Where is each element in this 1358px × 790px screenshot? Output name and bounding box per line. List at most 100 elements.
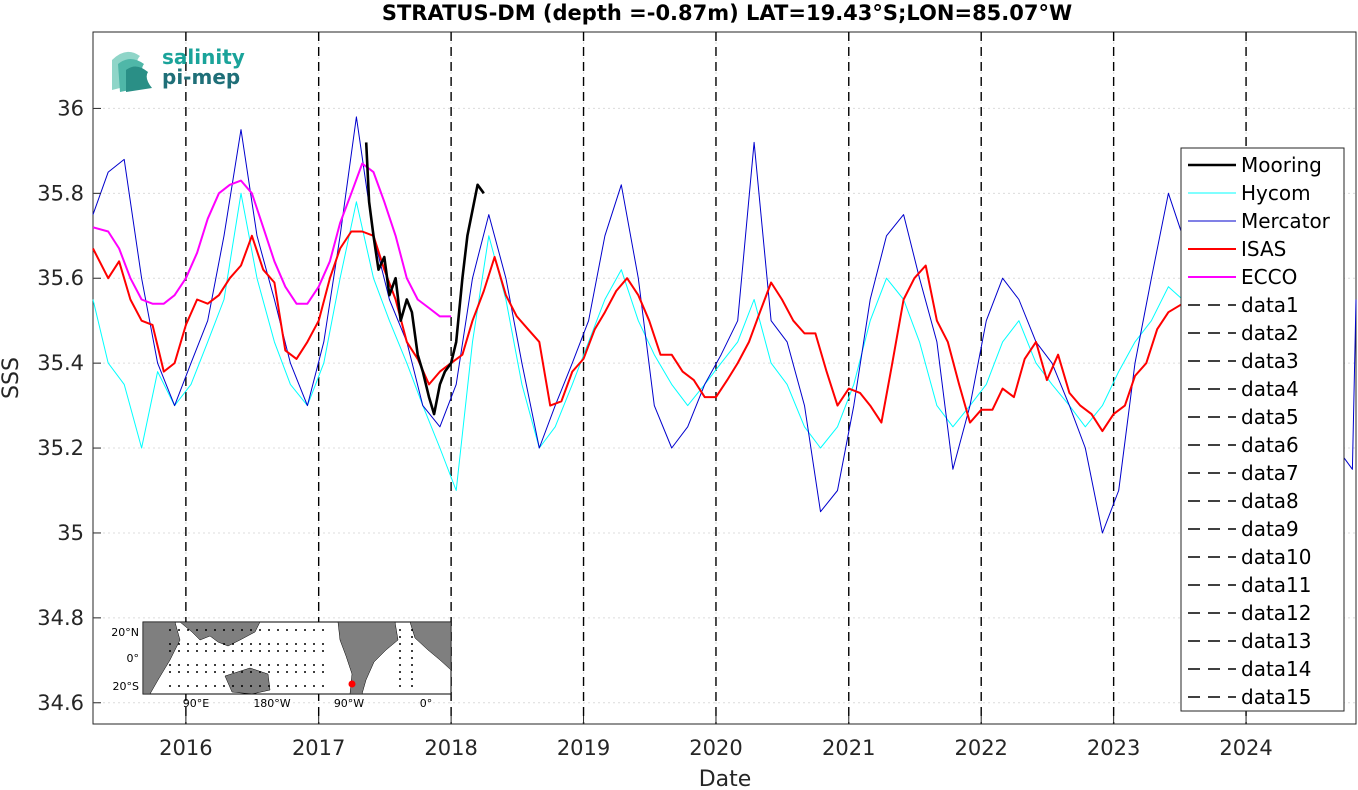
legend-label-isas: ISAS (1241, 237, 1286, 261)
inset-map-stations (169, 629, 413, 687)
inset-station-dot-19 (196, 643, 198, 645)
legend-entry-data5: data5 (1188, 405, 1299, 429)
inset-station-dot-110 (399, 636, 401, 638)
inset-station-dot-65 (259, 685, 261, 687)
legend-label-data12: data12 (1241, 601, 1312, 625)
inset-station-dot-64 (259, 671, 261, 673)
legend-entry-data15: data15 (1188, 685, 1312, 709)
x-tick-label-1: 2017 (292, 736, 345, 760)
inset-station-dot-71 (268, 685, 270, 687)
inset-station-dot-121 (411, 671, 413, 673)
inset-station-dot-24 (205, 629, 207, 631)
y-tick-label-7: 36 (57, 96, 84, 120)
inset-station-dot-95 (304, 685, 306, 687)
plot-frame (92, 31, 1357, 725)
series-line-ecco (92, 162, 452, 318)
inset-station-dot-96 (313, 629, 315, 631)
logo-mark (112, 51, 152, 92)
inset-station-dot-44 (232, 650, 234, 652)
y-tick-label-6: 35.8 (37, 181, 84, 205)
inset-station-dot-32 (214, 650, 216, 652)
inset-station-dot-26 (205, 650, 207, 652)
logo-text-salinity: salinity (162, 45, 245, 69)
inset-station-dot-93 (304, 664, 306, 666)
series-line-isas (92, 230, 1184, 433)
inset-station-dot-34 (214, 671, 216, 673)
inset-station-dot-41 (223, 685, 225, 687)
legend-label-data5: data5 (1241, 405, 1299, 429)
inset-lon-label-180w: 180°W (253, 697, 290, 710)
inset-station-dot-50 (241, 650, 243, 652)
inset-station-dot-8 (178, 650, 180, 652)
inset-lon-label-90e: 90°E (183, 697, 209, 710)
inset-station-dot-13 (187, 643, 189, 645)
inset-station-dot-52 (241, 671, 243, 673)
inset-station-dot-25 (205, 643, 207, 645)
x-tick-label-8: 2024 (1219, 736, 1272, 760)
inset-station-dot-60 (259, 629, 261, 631)
legend-entry-data2: data2 (1188, 321, 1299, 345)
legend-label-mooring: Mooring (1241, 153, 1322, 177)
inset-map-land-australia (224, 667, 271, 695)
inset-station-dot-76 (277, 671, 279, 673)
inset-station-dot-51 (241, 664, 243, 666)
inset-station-dot-22 (196, 671, 198, 673)
series-line-hycom (92, 192, 1183, 491)
inset-station-dot-58 (250, 671, 252, 673)
inset-station-dot-98 (313, 650, 315, 652)
inset-station-dot-78 (286, 629, 288, 631)
inset-station-dot-30 (214, 629, 216, 631)
logo: salinity pi-mep (112, 45, 245, 92)
legend-entry-mooring: Mooring (1188, 153, 1322, 177)
inset-map-location-marker (348, 680, 356, 688)
inset-station-dot-38 (223, 650, 225, 652)
inset-station-dot-35 (214, 685, 216, 687)
legend-entries: Mooring Hycom Mercator ISAS ECCO data1 data2 da… (1188, 153, 1331, 709)
inset-station-dot-102 (322, 629, 324, 631)
inset-station-dot-87 (295, 664, 297, 666)
legend-label-hycom: Hycom (1241, 181, 1311, 205)
legend-label-data14: data14 (1241, 657, 1312, 681)
inset-station-dot-85 (295, 643, 297, 645)
inset-station-dot-100 (313, 671, 315, 673)
inset-station-dot-108 (399, 629, 401, 631)
inset-station-dot-23 (196, 685, 198, 687)
legend-label-data7: data7 (1241, 461, 1299, 485)
inset-station-dot-31 (214, 643, 216, 645)
inset-station-dot-27 (205, 664, 207, 666)
legend-entry-data9: data9 (1188, 517, 1299, 541)
inset-station-dot-45 (232, 664, 234, 666)
inset-station-dot-46 (232, 671, 234, 673)
inset-station-dot-54 (250, 629, 252, 631)
inset-station-dot-16 (187, 671, 189, 673)
inset-station-dot-80 (286, 650, 288, 652)
inset-station-dot-104 (322, 650, 324, 652)
inset-station-dot-74 (277, 650, 279, 652)
legend-label-data4: data4 (1241, 377, 1299, 401)
inset-station-dot-36 (223, 629, 225, 631)
series-line-mooring (364, 142, 485, 416)
legend-entry-data6: data6 (1188, 433, 1299, 457)
inset-station-dot-3 (169, 664, 171, 666)
inset-station-dot-122 (399, 678, 401, 680)
inset-station-dot-14 (187, 650, 189, 652)
inset-station-dot-5 (169, 685, 171, 687)
inset-station-dot-9 (178, 664, 180, 666)
inset-station-dot-29 (205, 685, 207, 687)
inset-station-dot-101 (313, 685, 315, 687)
inset-station-dot-68 (268, 650, 270, 652)
inset-station-dot-72 (277, 629, 279, 631)
inset-station-dot-91 (304, 643, 306, 645)
chart-title: STRATUS-DM (depth =-0.87m) LAT=19.43°S;L… (382, 1, 1072, 25)
inset-station-dot-47 (232, 685, 234, 687)
x-tick-label-0: 2016 (159, 736, 212, 760)
inset-station-dot-62 (259, 650, 261, 652)
legend-label-data2: data2 (1241, 321, 1299, 345)
inset-station-dot-86 (295, 650, 297, 652)
y-ticks: 34.6 34.8 35 35.2 35.4 35.6 35.8 36 (37, 96, 101, 715)
inset-station-dot-12 (187, 629, 189, 631)
legend-entry-data10: data10 (1188, 545, 1312, 569)
legend-entry-data1: data1 (1188, 293, 1299, 317)
inset-station-dot-18 (196, 629, 198, 631)
